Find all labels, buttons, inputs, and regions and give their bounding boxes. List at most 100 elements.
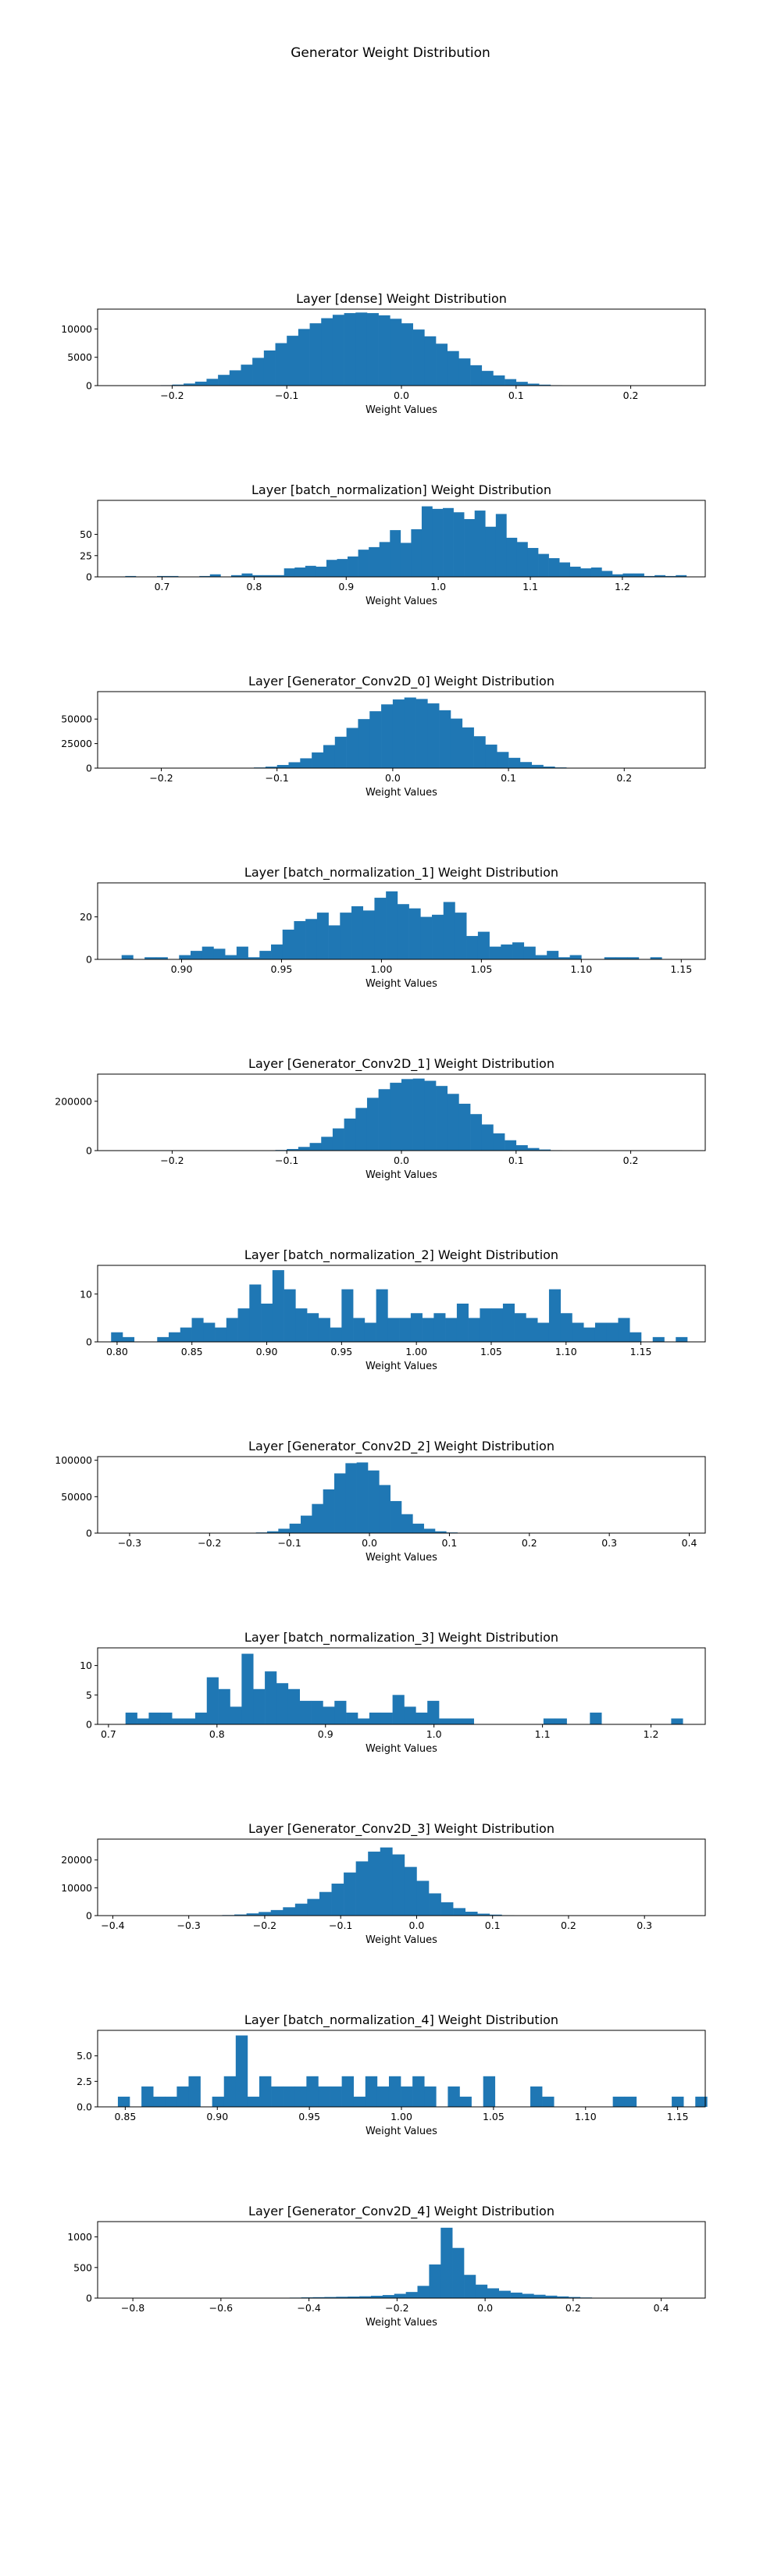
histogram-bar (369, 546, 380, 577)
histogram-bar (319, 1891, 332, 1916)
x-tick-label: 0.1 (501, 772, 516, 784)
y-tick-label: 0 (86, 1528, 92, 1539)
histogram-bar (275, 343, 287, 386)
histogram-bar (583, 1327, 596, 1343)
histogram-bar (515, 1145, 528, 1151)
histogram-bar (201, 946, 214, 959)
histogram-bar (493, 1133, 505, 1151)
x-tick-label: 0.1 (485, 1920, 501, 1931)
histogram-bar (508, 757, 521, 768)
histogram-bar (569, 2297, 581, 2298)
histogram-bar (618, 1318, 630, 1343)
histogram-bar (324, 2297, 337, 2298)
histogram-bar (153, 2096, 166, 2107)
histogram-bar (212, 2096, 225, 2107)
histogram-bar (424, 2086, 437, 2107)
subplot-5: Layer [batch_normalization_2] Weight Dis… (0, 1242, 781, 1372)
histogram-bar (465, 1912, 478, 1916)
histogram-bar (353, 2096, 366, 2107)
histogram-bar (225, 955, 237, 959)
y-tick-label: 500 (73, 2261, 92, 2273)
histogram-bar (379, 542, 390, 577)
histogram-bar (259, 1912, 272, 1916)
x-tick-label: 1.1 (522, 581, 538, 592)
chart-title: Layer [batch_normalization_2] Weight Dis… (244, 1247, 558, 1263)
histogram-bar (298, 329, 310, 386)
histogram-bar (676, 1336, 688, 1343)
histogram-bar (487, 2288, 499, 2298)
x-tick-label: 0.7 (155, 581, 170, 592)
x-tick-label: 0.90 (256, 1346, 278, 1357)
y-tick-label: 0 (86, 2293, 92, 2304)
x-tick-label: −0.3 (118, 1537, 141, 1549)
histogram-bar (390, 1083, 402, 1151)
x-tick-label: 1.15 (630, 1346, 652, 1357)
histogram-bar (199, 575, 211, 577)
x-tick-label: −0.2 (253, 1920, 276, 1931)
x-tick-label: 1.0 (426, 1728, 442, 1740)
histogram-bar (355, 312, 368, 386)
chart-title: Layer [Generator_Conv2D_0] Weight Distri… (248, 674, 555, 689)
histogram-bar (378, 315, 390, 386)
histogram-bar (401, 2086, 413, 2107)
histogram-bar (362, 910, 375, 959)
histogram-bar (358, 550, 369, 577)
chart-title: Layer [batch_normalization_3] Weight Dis… (244, 1630, 558, 1646)
axes-frame (97, 1838, 706, 1916)
histogram-bar (218, 1688, 230, 1724)
histogram-bar (450, 1718, 463, 1724)
histogram-bar (369, 1712, 382, 1724)
histogram-bar (453, 1908, 465, 1916)
y-tick-label: 100000 (55, 1454, 92, 1466)
histogram-bar (612, 574, 623, 577)
histogram-bar (336, 2297, 348, 2298)
bars (111, 1270, 688, 1343)
histogram-bar (359, 2296, 372, 2298)
x-tick-label: 0.0 (362, 1537, 377, 1549)
histogram-bar (489, 946, 501, 959)
histogram-bar (412, 1078, 425, 1151)
histogram-bar (569, 566, 581, 577)
bars (207, 697, 613, 768)
x-axis-label: Weight Values (366, 1361, 437, 1372)
histogram-bar (184, 1718, 196, 1724)
histogram-bar (180, 1327, 192, 1343)
histogram-bar (560, 1313, 572, 1342)
histogram-bar (480, 1308, 492, 1343)
histogram-bar (535, 955, 547, 959)
histogram-bar (440, 2227, 453, 2298)
histogram-bar (497, 752, 509, 768)
histogram-bar (665, 575, 676, 577)
y-tick-label: 5000 (67, 351, 92, 363)
histogram-bar (356, 1462, 369, 1533)
histogram-bar (309, 1143, 322, 1151)
x-tick-label: 1.05 (470, 963, 492, 975)
histogram-bar (401, 323, 413, 386)
histogram-bar (379, 1485, 390, 1533)
axes-frame (97, 691, 706, 769)
histogram-bar (378, 1089, 390, 1151)
x-tick-label: 0.2 (623, 390, 639, 401)
histogram-bar (316, 566, 327, 577)
x-tick-label: −0.4 (297, 2302, 320, 2314)
x-axis-label: Weight Values (366, 1552, 437, 1564)
histogram-bar (137, 1718, 149, 1724)
x-tick-label: 0.2 (565, 2302, 581, 2314)
x-tick-label: 0.1 (441, 1537, 457, 1549)
histogram-bar (334, 1473, 346, 1533)
histogram-bar (604, 957, 616, 959)
histogram-bar (537, 1322, 550, 1342)
histogram-bar (271, 944, 284, 959)
histogram-bar (301, 1515, 312, 1533)
histogram-bar (456, 1304, 469, 1342)
histogram-bar (439, 1718, 451, 1724)
histogram-svg: Layer [Generator_Conv2D_0] Weight Distri… (61, 674, 706, 799)
y-tick-label: 200000 (55, 1095, 92, 1107)
histogram-bar (311, 1700, 323, 1724)
histogram-svg: Layer [dense] Weight Distribution −0.2 −0.… (61, 291, 706, 416)
histogram-bar (218, 375, 230, 386)
histogram-bar (436, 1086, 448, 1151)
histogram-bar (270, 1909, 284, 1916)
histogram-bar (390, 318, 402, 386)
x-tick-label: 0.1 (508, 390, 524, 401)
